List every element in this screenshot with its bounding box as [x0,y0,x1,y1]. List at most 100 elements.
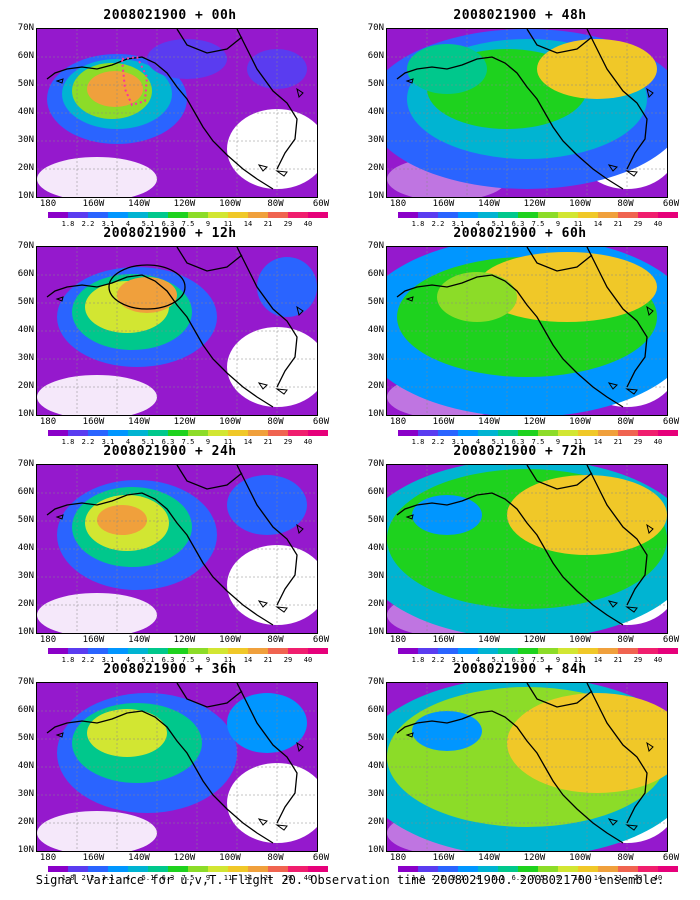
longitude-label: 180 [389,417,407,427]
longitude-label: 180 [389,199,407,209]
colorbar-label: 14 [243,656,253,664]
map-panel: 2008021900 + 72h 70N 60N 50N 40N 30N 20N 10N 180… [350,444,690,664]
colorbar-label: 29 [283,656,293,664]
longitude-label: 140W [128,417,150,427]
map-panel: 2008021900 + 00h 70N 60N 50N 40N 30N 20N 10N 180… [0,8,340,228]
latitude-label: 70N [17,677,34,687]
longitude-label: 160W [82,199,105,209]
colorbar-label: 7.5 [531,656,545,664]
longitude-label: 100W [219,635,241,645]
colorbar-label: 11 [573,438,583,446]
colorbar [398,866,678,872]
longitude-label: 80W [617,417,634,427]
colorbar-label: 3.1 [451,874,465,882]
colorbar-swatch [498,648,518,654]
longitude-label: 120W [173,417,196,427]
colorbar-label: 5.1 [141,438,155,446]
colorbar-swatch [418,212,438,218]
colorbar-label: 21 [613,656,623,664]
colorbar-swatch [498,212,518,218]
longitude-label: 80W [267,853,284,863]
colorbar-label: 2.2 [431,656,445,664]
colorbar-label: 6.3 [161,438,175,446]
colorbar-swatch [128,648,148,654]
variance-map [386,682,668,852]
panel-title: 2008021900 + 48h [453,8,587,23]
colorbar-swatch [658,430,678,436]
colorbar-label: 40 [653,438,663,446]
colorbar-label: 1.8 [411,438,425,446]
variance-map [36,464,318,634]
longitude-label: 100W [569,199,591,209]
colorbar-label: 21 [263,656,273,664]
colorbar-label: 11 [573,656,583,664]
colorbar-swatch [288,648,308,654]
colorbar-swatch [438,866,458,872]
colorbar-label: 11 [223,220,233,228]
colorbar-label: 5.1 [141,874,155,882]
latitude-label: 40N [367,761,384,771]
latitude-label: 20N [367,163,384,173]
colorbar-swatch [618,648,638,654]
longitude-label: 80W [267,199,284,209]
colorbar-label: 4 [125,220,131,228]
colorbar-label: 4 [125,656,131,664]
colorbar-label: 7.5 [531,220,545,228]
colorbar-swatch [618,866,638,872]
colorbar-swatch [418,648,438,654]
longitude-label: 160W [82,853,105,863]
longitude-label: 80W [267,635,284,645]
variance-map [36,28,318,198]
colorbar-label: 2.2 [81,438,95,446]
latitude-label: 20N [367,599,384,609]
longitude-label: 160W [432,417,455,427]
colorbar-label: 14 [243,874,253,882]
latitude-label: 60N [17,705,34,715]
colorbar-label: 29 [283,874,293,882]
colorbar-label: 14 [593,220,603,228]
colorbar-swatch [578,648,598,654]
colorbar-label: 3.1 [451,220,465,228]
colorbar-label: 9 [205,220,211,228]
colorbar-swatch [68,212,88,218]
colorbar-swatch [108,212,128,218]
colorbar-swatch [268,866,288,872]
colorbar-label: 6.3 [511,220,525,228]
colorbar-swatch [598,212,618,218]
variance-map [386,464,668,634]
colorbar-label: 9 [205,874,211,882]
colorbar-label: 40 [653,220,663,228]
colorbar-swatch [518,648,538,654]
colorbar [398,648,678,654]
colorbar-label: 9 [205,438,211,446]
latitude-label: 40N [17,325,34,335]
colorbar-swatch [268,648,288,654]
longitude-label: 100W [219,417,241,427]
longitude-label: 180 [39,199,57,209]
longitude-label: 80W [617,635,634,645]
figure-caption: Signal Variance for u,v,T. Flight 20. Ob… [35,873,665,887]
colorbar-swatch [518,430,538,436]
colorbar-swatch [288,866,308,872]
colorbar-swatch [188,212,208,218]
colorbar-label: 11 [573,220,583,228]
longitude-label: 140W [478,199,500,209]
latitude-label: 60N [367,487,384,497]
colorbar-swatch [598,430,618,436]
colorbar-label: 5.1 [491,874,505,882]
colorbar-swatch [88,212,108,218]
latitude-label: 40N [17,761,34,771]
colorbar-swatch [88,648,108,654]
colorbar-swatch [208,212,228,218]
panel-title: 2008021900 + 60h [453,226,587,241]
colorbar-swatch [538,212,558,218]
colorbar-swatch [208,648,228,654]
colorbar-label: 6.3 [161,220,175,228]
colorbar-label: 3.1 [451,656,465,664]
colorbar-swatch [638,430,658,436]
longitude-label: 120W [523,853,546,863]
longitude-label: 60W [312,853,330,863]
latitude-label: 60N [17,51,34,61]
colorbar-label: 14 [243,220,253,228]
colorbar-label: 40 [303,438,313,446]
